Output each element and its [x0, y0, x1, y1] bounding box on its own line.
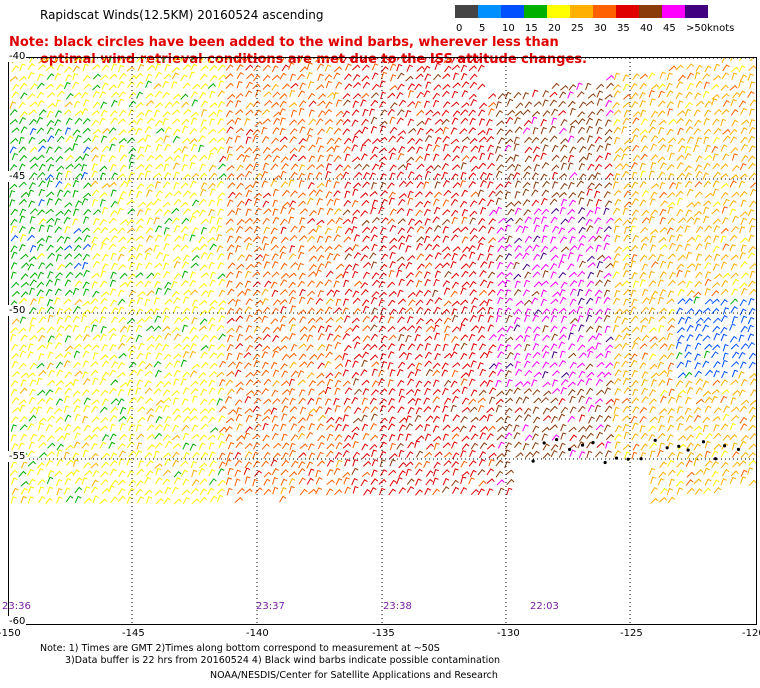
scale-tick-label: 45: [663, 23, 676, 34]
scale-swatch: [547, 5, 570, 18]
latitude-label: -40: [8, 51, 27, 62]
scale-tick-label: 40: [640, 23, 653, 34]
quality-flag-circles: [531, 437, 741, 465]
scale-swatch: [501, 5, 524, 18]
longitude-label: -130: [497, 628, 520, 639]
footer-note-1: Note: 1) Times are GMT 2)Times along bot…: [40, 643, 440, 654]
note-line-2: optimal wind retrieval conditions are me…: [40, 52, 587, 67]
credit-line: NOAA/NESDIS/Center for Satellite Applica…: [210, 670, 498, 681]
scale-tick-label: 15: [525, 23, 538, 34]
longitude-label: -135: [372, 628, 395, 639]
latitude-label: -50: [8, 305, 27, 316]
map-title: Rapidscat Winds(12.5KM) 20160524 ascendi…: [40, 8, 324, 22]
latitude-label: -55: [8, 451, 27, 462]
scale-swatch: [685, 5, 708, 18]
longitude-label: -120: [742, 628, 760, 639]
longitude-label: -125: [620, 628, 643, 639]
scale-swatch: [662, 5, 685, 18]
scale-swatch: [570, 5, 593, 18]
scale-tick-label: 10: [502, 23, 515, 34]
scale-swatch: [478, 5, 501, 18]
scale-tick-label: 35: [617, 23, 630, 34]
retrieval-note: Note: black circles have been added to t…: [9, 34, 587, 68]
wind-swath: [9, 58, 756, 505]
longitude-label: -145: [122, 628, 145, 639]
scale-tick-label: 20: [548, 23, 561, 34]
pass-time-label: 23:38: [383, 601, 412, 612]
scale-swatch: [616, 5, 639, 18]
scale-swatch: [593, 5, 616, 18]
latitude-label: -45: [8, 171, 27, 182]
wind-map-plot: [8, 57, 757, 625]
lat-lon-grid: [9, 58, 756, 624]
scale-swatch: [524, 5, 547, 18]
scale-tick-label: 5: [479, 23, 486, 34]
pass-time-label: 23:37: [256, 601, 285, 612]
wind-barb-field: [9, 58, 756, 624]
scale-tick-label: >50: [686, 23, 708, 34]
scale-units-label: knots: [707, 23, 735, 34]
scale-swatch: [455, 5, 478, 18]
scale-tick-label: 30: [594, 23, 607, 34]
longitude-label: -140: [246, 628, 269, 639]
scale-tick-label: 25: [571, 23, 584, 34]
pass-time-label: 23:36: [2, 601, 31, 612]
latitude-label: -60: [8, 616, 27, 627]
footer-note-2: 3)Data buffer is 22 hrs from 20160524 4)…: [65, 655, 501, 666]
pass-time-label: 22:03: [530, 601, 559, 612]
note-line-1: Note: black circles have been added to t…: [9, 35, 559, 50]
scale-swatch: [639, 5, 662, 18]
longitude-label: -150: [0, 628, 21, 639]
scale-tick-label: 0: [456, 23, 463, 34]
